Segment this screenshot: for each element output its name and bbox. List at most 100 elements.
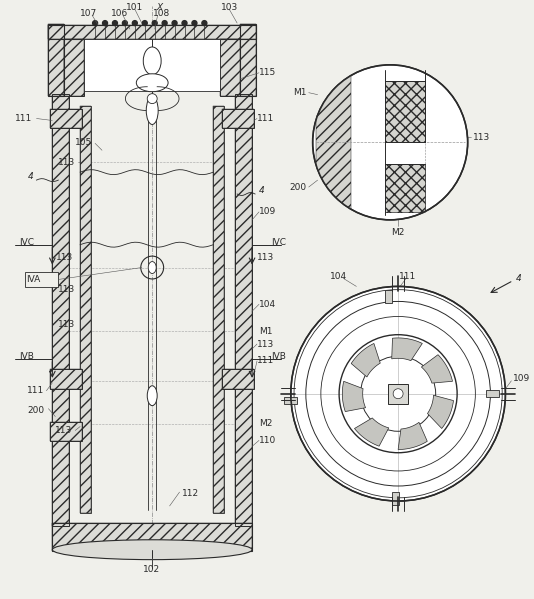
Ellipse shape [148, 262, 156, 274]
Text: 113: 113 [56, 253, 73, 262]
Bar [25, 271, 58, 288]
Text: 110: 110 [259, 436, 276, 445]
Text: 115: 115 [259, 68, 276, 77]
Polygon shape [351, 343, 380, 377]
Circle shape [291, 286, 505, 501]
Text: 105: 105 [75, 138, 92, 147]
Bar [50, 108, 82, 128]
Bar [50, 422, 82, 441]
Bar [50, 369, 82, 389]
Circle shape [92, 20, 98, 26]
Text: 109: 109 [259, 207, 276, 216]
Bar [240, 24, 256, 96]
Bar [385, 164, 425, 212]
Ellipse shape [146, 96, 158, 125]
Text: X: X [156, 3, 163, 12]
Text: 102: 102 [143, 565, 160, 574]
Text: M1: M1 [259, 326, 272, 335]
Circle shape [147, 93, 157, 104]
Bar [64, 39, 84, 96]
Bar [52, 523, 252, 550]
Text: IVB: IVB [271, 352, 286, 361]
Bar [235, 93, 252, 526]
Bar [391, 492, 398, 504]
Bar [80, 105, 91, 513]
Text: 113: 113 [58, 320, 75, 329]
Bar [384, 290, 391, 302]
Circle shape [152, 20, 157, 26]
Text: 109: 109 [513, 374, 531, 383]
Bar [486, 390, 499, 397]
Text: M2: M2 [259, 419, 272, 428]
Bar [49, 24, 64, 96]
Text: 113: 113 [257, 253, 274, 262]
Circle shape [192, 20, 197, 26]
Ellipse shape [147, 386, 157, 406]
Text: 103: 103 [221, 3, 238, 12]
Text: IVB: IVB [19, 352, 34, 361]
Text: 111: 111 [27, 386, 44, 395]
Bar [50, 369, 82, 389]
Circle shape [313, 65, 468, 220]
Bar [64, 39, 84, 96]
Bar [52, 93, 69, 526]
Text: 113: 113 [473, 133, 490, 142]
Bar [222, 369, 254, 389]
Bar [50, 422, 82, 441]
Bar [50, 108, 82, 128]
Polygon shape [428, 395, 453, 428]
Bar [222, 108, 254, 128]
Text: 106: 106 [111, 9, 129, 18]
Ellipse shape [52, 540, 252, 559]
Bar [213, 105, 224, 513]
Text: 104: 104 [259, 300, 276, 309]
Circle shape [122, 20, 128, 26]
Text: 113: 113 [257, 340, 274, 349]
Text: 113: 113 [55, 426, 72, 435]
Text: 111: 111 [399, 272, 417, 281]
Bar [240, 24, 256, 96]
Circle shape [182, 20, 187, 26]
Text: 108: 108 [153, 9, 170, 18]
Circle shape [162, 20, 167, 26]
Text: 113: 113 [58, 158, 75, 167]
Bar [385, 81, 425, 143]
Bar [222, 108, 254, 128]
Text: M1: M1 [293, 88, 307, 97]
Circle shape [103, 20, 107, 26]
Bar [388, 384, 408, 404]
Bar [52, 523, 252, 550]
Ellipse shape [143, 47, 161, 75]
Text: 104: 104 [330, 272, 347, 281]
Circle shape [132, 20, 137, 26]
Text: IVA: IVA [27, 275, 41, 284]
Bar [49, 25, 256, 39]
Bar [235, 93, 252, 526]
Circle shape [113, 20, 117, 26]
Text: 200: 200 [27, 406, 44, 415]
Polygon shape [342, 382, 366, 412]
Text: 4: 4 [259, 186, 265, 195]
Text: 113: 113 [58, 285, 75, 294]
Bar [284, 397, 297, 404]
Bar [49, 24, 64, 96]
Circle shape [202, 20, 207, 26]
Bar [220, 39, 240, 96]
Text: 111: 111 [257, 356, 274, 365]
Polygon shape [355, 418, 389, 446]
Bar [49, 25, 256, 39]
Bar [222, 369, 254, 389]
Text: 4: 4 [28, 172, 34, 181]
Circle shape [393, 389, 403, 399]
Text: 101: 101 [126, 3, 144, 12]
Polygon shape [421, 355, 452, 383]
Text: 200: 200 [289, 183, 307, 192]
Text: 107: 107 [80, 9, 97, 18]
Text: M2: M2 [391, 228, 405, 237]
Text: 4: 4 [515, 274, 521, 283]
Text: 111: 111 [15, 114, 33, 123]
Polygon shape [392, 338, 422, 361]
Ellipse shape [136, 74, 168, 92]
Circle shape [142, 20, 147, 26]
Text: IVC: IVC [271, 238, 286, 247]
